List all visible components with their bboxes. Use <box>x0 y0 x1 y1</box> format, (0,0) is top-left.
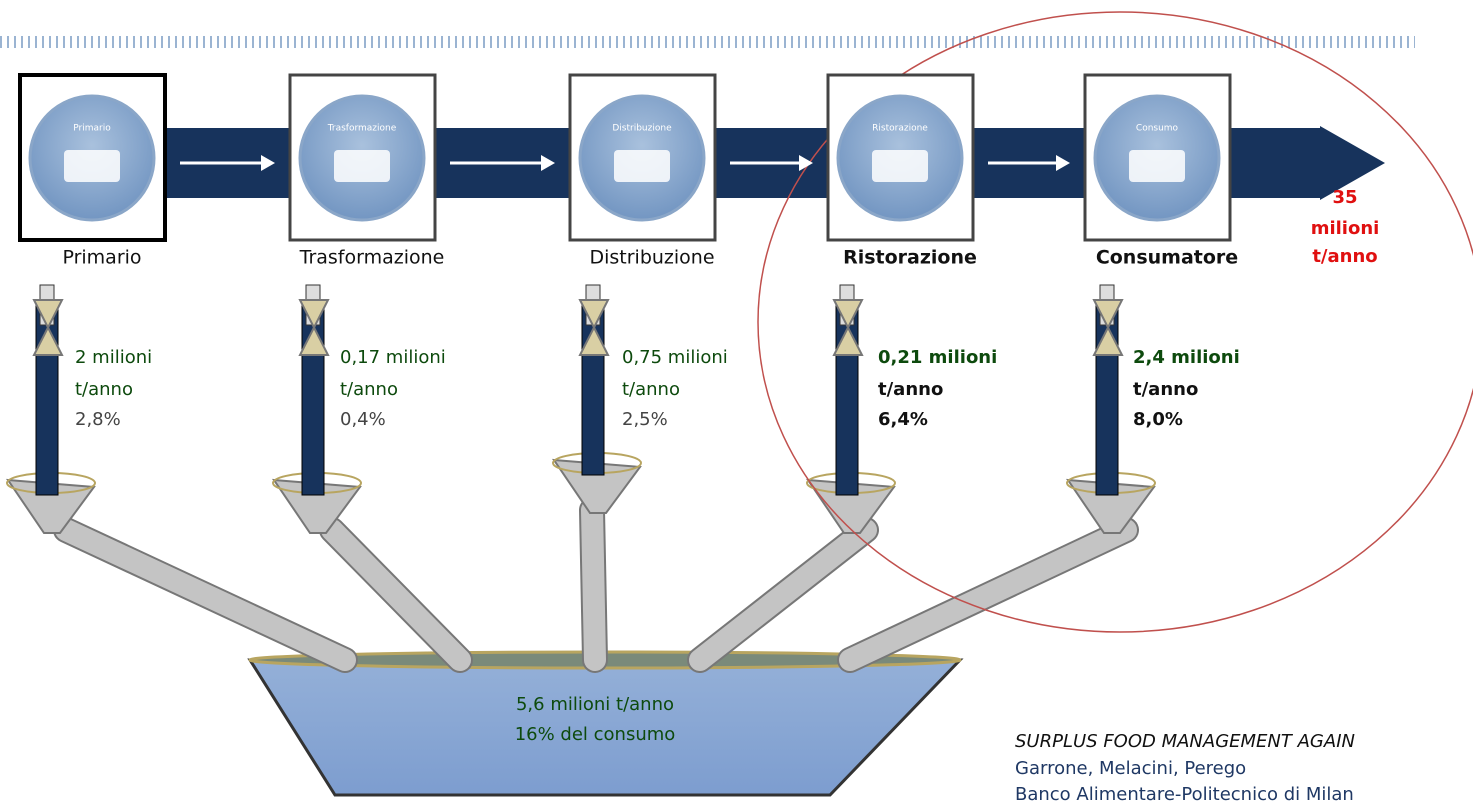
icon-glyph <box>64 150 120 182</box>
pipe <box>332 530 460 660</box>
pipe <box>700 530 866 660</box>
icon-glyph <box>1129 150 1185 182</box>
source-authors: Garrone, Melacini, Perego <box>1015 758 1246 779</box>
waste-share: 2,5% <box>622 409 668 430</box>
stage-label: Ristorazione <box>843 247 977 269</box>
icon-glyph <box>614 150 670 182</box>
pipe <box>592 510 595 660</box>
source-title: SURPLUS FOOD MANAGEMENT AGAIN <box>1015 731 1355 752</box>
waste-amount: 0,75 milioni <box>622 347 728 368</box>
pipe <box>66 530 345 660</box>
stage-label: Distribuzione <box>589 247 714 269</box>
total-line: milioni <box>1311 218 1380 239</box>
stage-label: Trasformazione <box>299 247 445 269</box>
waste-share: 2,8% <box>75 409 121 430</box>
stage-label: Consumatore <box>1096 247 1238 269</box>
waste-amount: 0,17 milioni <box>340 347 446 368</box>
basin-share: 16% del consumo <box>515 724 676 745</box>
waste-unit: t/anno <box>340 379 398 400</box>
stage-label: Primario <box>62 247 141 269</box>
waste-amount: 0,21 milioni <box>878 347 997 368</box>
icon-label: Distribuzione <box>612 124 672 134</box>
waste-share: 8,0% <box>1133 409 1183 430</box>
basin-amount: 5,6 milioni t/anno <box>516 694 674 715</box>
waste-share: 0,4% <box>340 409 386 430</box>
waste-unit: t/anno <box>1133 379 1198 400</box>
waste-amount: 2 milioni <box>75 347 152 368</box>
icon-label: Consumo <box>1136 124 1179 134</box>
total-line: t/anno <box>1312 246 1377 267</box>
icon-glyph <box>872 150 928 182</box>
pipe <box>850 530 1126 660</box>
diagram: Primario Primario 2 milioni t/anno 2,8% Trasf… <box>0 0 1473 803</box>
icon-glyph <box>334 150 390 182</box>
icon-label: Primario <box>73 124 111 134</box>
total-line: 35 <box>1332 187 1357 208</box>
icon-label: Ristorazione <box>872 124 928 134</box>
waste-unit: t/anno <box>622 379 680 400</box>
waste-share: 6,4% <box>878 409 928 430</box>
waste-unit: t/anno <box>75 379 133 400</box>
waste-unit: t/anno <box>878 379 943 400</box>
icon-label: Trasformazione <box>327 124 397 134</box>
source-publisher: Banco Alimentare-Politecnico di Milan <box>1015 784 1354 803</box>
waste-amount: 2,4 milioni <box>1133 347 1240 368</box>
